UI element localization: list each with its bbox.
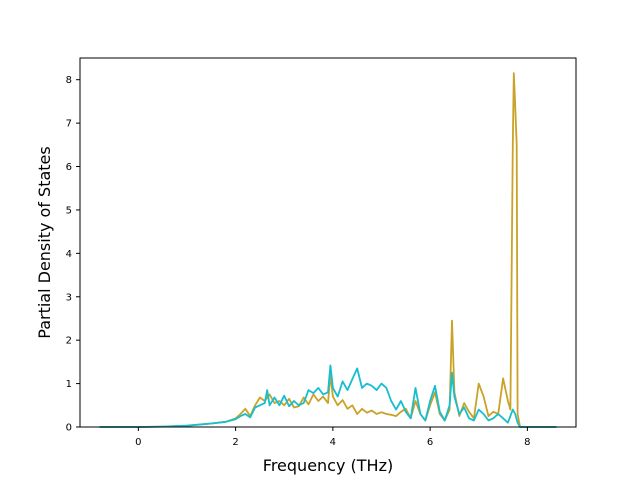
y-tick-label: 2 (66, 336, 72, 347)
x-tick-label: 8 (524, 437, 530, 448)
x-tick-label: 2 (232, 437, 238, 448)
plot-frame (79, 57, 577, 428)
y-tick-label: 7 (66, 119, 72, 130)
x-axis-ticks: 0 2 4 6 8 (135, 427, 531, 448)
x-tick-label: 4 (330, 437, 336, 448)
y-tick-label: 8 (66, 75, 72, 86)
y-axis-label: Partial Density of States (35, 146, 54, 338)
y-tick-label: 3 (66, 292, 72, 303)
x-axis-label: Frequency (THz) (263, 456, 393, 475)
y-tick-label: 0 (66, 423, 72, 434)
x-tick-label: 0 (135, 437, 141, 448)
y-axis-ticks: 0 1 2 3 4 5 6 7 8 (66, 75, 80, 434)
y-tick-label: 6 (66, 162, 72, 173)
y-tick-label: 1 (66, 379, 72, 390)
y-tick-label: 4 (66, 249, 72, 260)
series-layer (99, 72, 557, 428)
x-tick-label: 6 (427, 437, 433, 448)
series-line-2 (99, 364, 557, 428)
y-tick-label: 5 (66, 205, 72, 216)
